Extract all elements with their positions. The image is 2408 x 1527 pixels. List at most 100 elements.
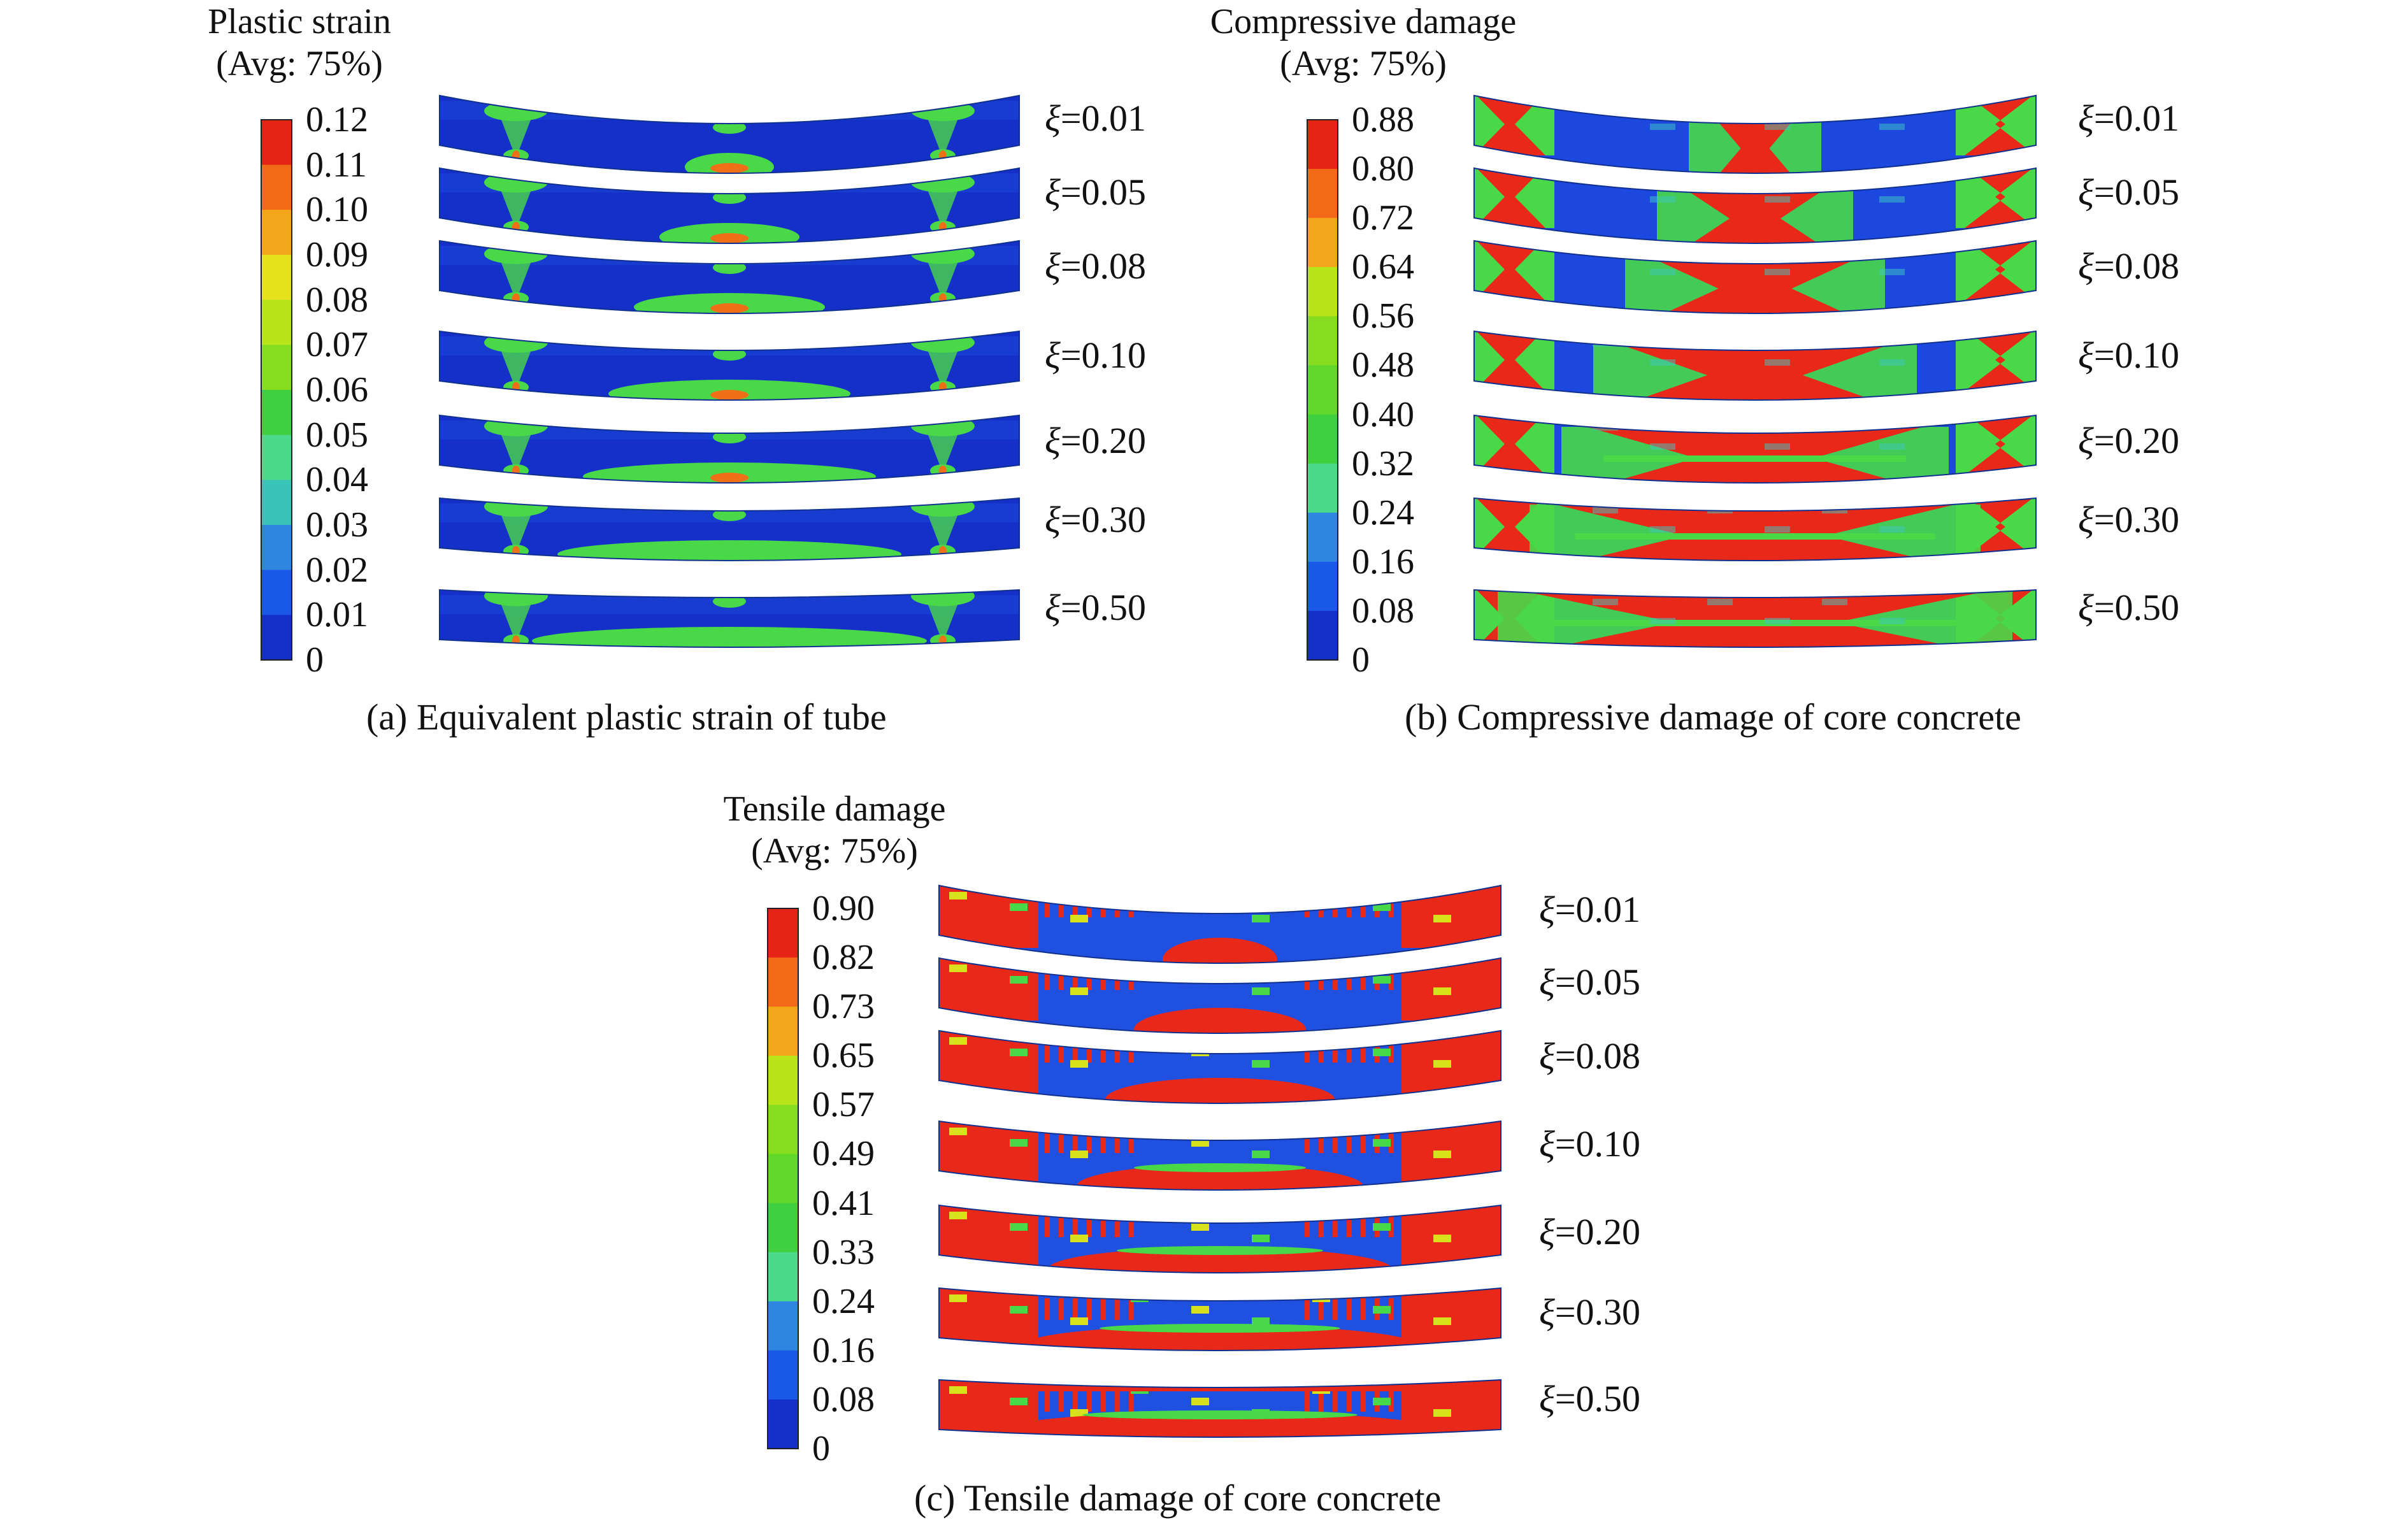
colorbar-band bbox=[1307, 365, 1338, 415]
xi-label: ξ=0.01 bbox=[1045, 97, 1146, 140]
xi-symbol: ξ bbox=[1539, 1291, 1555, 1333]
colorbar-band bbox=[768, 1203, 798, 1253]
colorbar-band bbox=[261, 255, 292, 301]
beam-contour bbox=[1473, 414, 2037, 484]
colorbar-band bbox=[261, 210, 292, 255]
colorbar-tick-label: 0.82 bbox=[812, 938, 875, 978]
beam-contours bbox=[1473, 94, 2037, 648]
colorbar-band bbox=[1307, 610, 1338, 661]
colorbar-tick-label: 0.24 bbox=[1352, 492, 1414, 533]
colorbar-tick-label: 0.41 bbox=[812, 1183, 875, 1223]
beam-contours bbox=[439, 94, 1020, 648]
xi-value: =0.30 bbox=[1060, 499, 1147, 540]
colorbar-tick-label: 0.04 bbox=[306, 460, 368, 500]
xi-value: =0.20 bbox=[2093, 420, 2180, 461]
beam-contour bbox=[1473, 330, 2037, 401]
colorbar-tick-label: 0.01 bbox=[306, 595, 368, 635]
xi-symbol: ξ bbox=[2078, 334, 2094, 376]
xi-label: ξ=0.05 bbox=[1045, 171, 1146, 213]
colorbar-tick-label: 0.08 bbox=[1352, 591, 1414, 631]
colorbar-band bbox=[768, 1301, 798, 1351]
colorbar-band bbox=[1307, 316, 1338, 366]
xi-label: ξ=0.50 bbox=[1539, 1377, 1640, 1420]
xi-value: =0.10 bbox=[1554, 1123, 1641, 1165]
colorbar-band bbox=[261, 480, 292, 526]
xi-symbol: ξ bbox=[2078, 97, 2094, 139]
xi-label: ξ=0.50 bbox=[2078, 586, 2179, 629]
xi-label: ξ=0.20 bbox=[1045, 419, 1146, 462]
legend-title: Plastic strain bbox=[208, 2, 391, 41]
colorbar-tick-label: 0.56 bbox=[1352, 296, 1414, 336]
xi-label: ξ=0.01 bbox=[1539, 888, 1640, 931]
colorbar-tick-label: 0.11 bbox=[306, 145, 367, 185]
xi-symbol: ξ bbox=[2078, 420, 2094, 461]
colorbar-tick-label: 0.24 bbox=[812, 1281, 875, 1321]
legend-subtitle: (Avg: 75%) bbox=[1280, 44, 1447, 83]
colorbar-tick-label: 0.02 bbox=[306, 550, 368, 590]
legend-subtitle: (Avg: 75%) bbox=[216, 44, 383, 83]
colorbar bbox=[261, 119, 292, 661]
colorbar-tick-label: 0 bbox=[306, 640, 324, 680]
colorbar-frame bbox=[261, 119, 292, 661]
colorbar-tick-label: 0.32 bbox=[1352, 443, 1414, 484]
xi-symbol: ξ bbox=[1045, 97, 1061, 139]
xi-label: ξ=0.50 bbox=[1045, 586, 1146, 629]
xi-label: ξ=0.30 bbox=[2078, 498, 2179, 541]
colorbar-band bbox=[1307, 512, 1338, 563]
xi-value: =0.50 bbox=[1060, 587, 1147, 628]
colorbar-tick-label: 0.88 bbox=[1352, 100, 1414, 140]
beam-contour bbox=[1473, 589, 2037, 648]
colorbar-band bbox=[768, 957, 798, 1007]
colorbar-tick-label: 0.40 bbox=[1352, 394, 1414, 434]
colorbar-band bbox=[768, 1007, 798, 1056]
colorbar-tick-label: 0.49 bbox=[812, 1134, 875, 1174]
xi-value: =0.30 bbox=[1554, 1291, 1641, 1333]
beam-contour bbox=[1473, 497, 2037, 561]
xi-label: ξ=0.08 bbox=[2078, 245, 2179, 287]
colorbar-band bbox=[261, 570, 292, 615]
xi-symbol: ξ bbox=[1045, 420, 1061, 461]
colorbar-band bbox=[768, 1399, 798, 1449]
xi-value: =0.08 bbox=[1060, 245, 1147, 287]
xi-label: ξ=0.30 bbox=[1539, 1291, 1640, 1333]
xi-label: ξ=0.30 bbox=[1045, 498, 1146, 541]
colorbar-band bbox=[1307, 463, 1338, 513]
xi-label: ξ=0.01 bbox=[2078, 97, 2179, 140]
xi-symbol: ξ bbox=[1539, 1211, 1555, 1252]
colorbar-tick-label: 0.12 bbox=[306, 100, 368, 140]
colorbar-tick-label: 0.09 bbox=[306, 235, 368, 275]
xi-label: ξ=0.05 bbox=[1539, 961, 1640, 1003]
xi-value: =0.50 bbox=[2093, 587, 2180, 628]
colorbar-tick-label: 0.10 bbox=[306, 190, 368, 230]
colorbar-tick-label: 0.65 bbox=[812, 1036, 875, 1076]
colorbar-band bbox=[261, 434, 292, 480]
beam-contour bbox=[439, 240, 1020, 314]
xi-value: =0.01 bbox=[1554, 889, 1641, 930]
legend-title: Compressive damage bbox=[1210, 2, 1517, 41]
xi-value: =0.30 bbox=[2093, 499, 2180, 540]
colorbar-band bbox=[1307, 120, 1338, 169]
colorbar-tick-label: 0.03 bbox=[306, 505, 368, 545]
xi-symbol: ξ bbox=[1045, 245, 1061, 287]
caption-c: (c) Tensile damage of core concrete bbox=[914, 1477, 1442, 1519]
colorbar-tick-label: 0.72 bbox=[1352, 198, 1414, 238]
xi-label: ξ=0.08 bbox=[1045, 245, 1146, 287]
colorbar-tick-label: 0.07 bbox=[306, 325, 368, 365]
colorbar-band bbox=[768, 1252, 798, 1302]
beam-contour bbox=[439, 589, 1020, 648]
xi-label: ξ=0.20 bbox=[2078, 419, 2179, 462]
colorbar-tick-label: 0.57 bbox=[812, 1085, 875, 1125]
xi-value: =0.50 bbox=[1554, 1378, 1641, 1419]
colorbar-band bbox=[261, 615, 292, 661]
xi-label: ξ=0.10 bbox=[1045, 334, 1146, 376]
colorbar-band bbox=[768, 1105, 798, 1154]
colorbar-tick-label: 0.08 bbox=[812, 1379, 875, 1419]
colorbar-tick-label: 0.73 bbox=[812, 987, 875, 1027]
xi-value: =0.08 bbox=[2093, 245, 2180, 287]
colorbar-band bbox=[261, 345, 292, 391]
colorbar-tick-label: 0.06 bbox=[306, 370, 368, 410]
colorbar-tick-label: 0.80 bbox=[1352, 149, 1414, 189]
xi-symbol: ξ bbox=[2078, 499, 2094, 540]
xi-symbol: ξ bbox=[2078, 171, 2094, 213]
beam-contours bbox=[938, 884, 1501, 1438]
